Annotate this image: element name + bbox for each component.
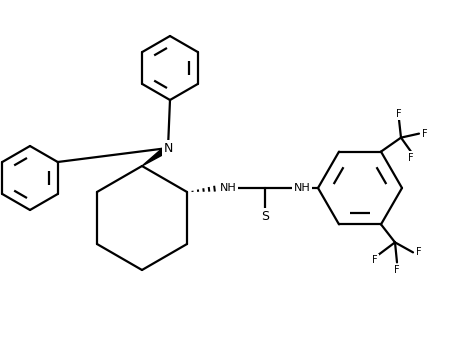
Text: F: F [416,247,422,257]
Text: F: F [396,109,402,119]
Text: N: N [163,142,173,155]
Text: F: F [408,153,414,163]
Text: F: F [372,255,378,265]
Polygon shape [142,145,170,166]
Text: F: F [422,128,428,139]
Text: S: S [261,209,269,222]
Text: NH: NH [219,183,237,193]
Text: NH: NH [294,183,310,193]
Text: F: F [394,265,400,275]
